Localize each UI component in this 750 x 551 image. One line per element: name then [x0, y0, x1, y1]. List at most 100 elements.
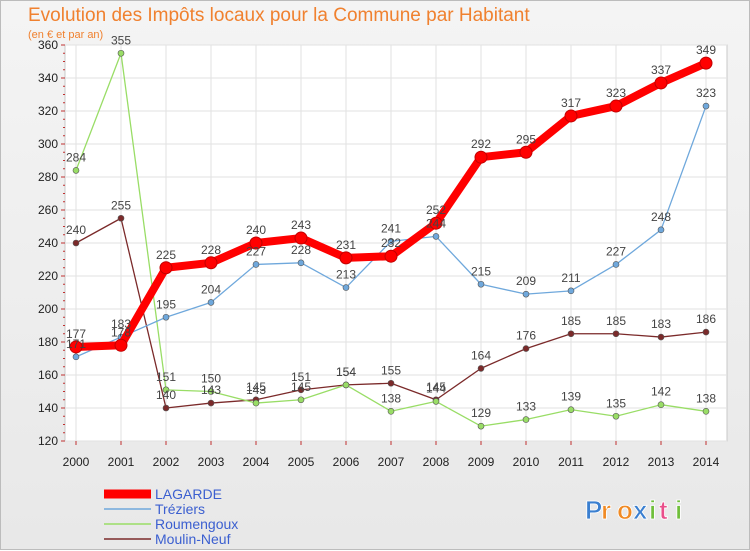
data-label: 213 [336, 268, 356, 282]
data-point [474, 150, 488, 164]
data-label: 155 [381, 363, 401, 377]
data-label: 138 [381, 391, 401, 405]
data-label: 150 [201, 372, 221, 386]
x-tick-label: 2006 [333, 455, 360, 469]
data-point [657, 333, 665, 341]
data-label: 244 [426, 216, 446, 230]
data-label: 171 [66, 337, 86, 351]
data-point [702, 328, 710, 336]
data-label: 145 [291, 380, 311, 394]
data-point [612, 412, 620, 420]
data-label: 133 [516, 400, 536, 414]
data-label: 355 [111, 33, 131, 47]
data-point [657, 401, 665, 409]
y-tick-label: 260 [38, 203, 58, 217]
series-roumengoux [72, 49, 710, 430]
data-point [477, 422, 485, 430]
data-label: 183 [111, 317, 131, 331]
data-point [72, 239, 80, 247]
y-tick-label: 140 [38, 401, 58, 415]
data-label: 151 [156, 370, 176, 384]
data-label: 138 [696, 391, 716, 405]
y-tick-label: 200 [38, 302, 58, 316]
x-tick-label: 2010 [513, 455, 540, 469]
data-label: 151 [291, 370, 311, 384]
data-label: 228 [201, 243, 221, 257]
y-tick-label: 220 [38, 269, 58, 283]
data-point [522, 290, 530, 298]
data-label: 129 [471, 406, 491, 420]
data-label: 204 [201, 282, 221, 296]
proxiti-logo: Pr o x i t i [585, 495, 683, 526]
data-label: 323 [606, 86, 626, 100]
data-point [432, 233, 440, 240]
data-label: 183 [651, 317, 671, 331]
data-label: 209 [516, 274, 536, 288]
data-label: 243 [291, 218, 311, 232]
data-point [522, 416, 530, 423]
data-label: 228 [291, 243, 311, 257]
x-tick-label: 2005 [288, 455, 315, 469]
x-tick-label: 2002 [153, 455, 180, 469]
data-point [117, 214, 125, 222]
data-label: 227 [606, 244, 626, 258]
data-label: 241 [381, 221, 401, 235]
legend-label: Roumengoux [155, 516, 238, 532]
x-tick-label: 2001 [108, 455, 135, 469]
data-point [429, 216, 443, 230]
data-label: 232 [381, 236, 401, 250]
data-point [207, 388, 215, 395]
chart-subtitle: (en € et par an) [28, 29, 104, 41]
data-point [342, 284, 350, 291]
data-point [522, 345, 530, 352]
data-label: 240 [66, 223, 86, 237]
x-tick-label: 2000 [63, 455, 90, 469]
data-label: 145 [426, 380, 446, 394]
x-tick-label: 2014 [693, 455, 720, 469]
data-label: 195 [156, 297, 176, 311]
data-point [657, 226, 665, 234]
data-point [432, 398, 440, 405]
y-tick-label: 120 [38, 434, 58, 448]
data-point [654, 76, 668, 90]
data-label: 135 [606, 396, 626, 410]
data-point [252, 399, 260, 407]
data-point [159, 261, 173, 275]
y-tick-label: 180 [38, 335, 58, 349]
data-label: 215 [471, 264, 491, 278]
data-label: 337 [651, 63, 671, 77]
data-point [207, 399, 215, 407]
data-point [699, 56, 713, 70]
data-label: 185 [606, 314, 626, 328]
svg-text:P: P [585, 495, 602, 525]
data-point [69, 340, 83, 354]
data-point [72, 167, 80, 174]
data-point [342, 381, 350, 389]
data-label: 185 [561, 314, 581, 328]
data-point [477, 280, 485, 288]
data-label: 349 [696, 43, 716, 57]
data-label: 186 [696, 312, 716, 326]
data-point [702, 407, 710, 415]
data-label: 154 [336, 365, 356, 379]
data-point [162, 313, 170, 321]
data-point [114, 338, 128, 352]
data-point [519, 145, 533, 159]
data-point [567, 406, 575, 413]
data-point [612, 261, 620, 268]
x-tick-label: 2012 [603, 455, 630, 469]
y-tick-label: 160 [38, 368, 58, 382]
data-label: 164 [471, 348, 491, 362]
data-label: 240 [246, 223, 266, 237]
series-tr-ziers [72, 102, 710, 361]
legend-label: LAGARDE [155, 486, 222, 502]
data-point [297, 259, 305, 267]
data-point [204, 256, 218, 270]
legend-label: Moulin-Neuf [155, 531, 231, 547]
data-label: 140 [156, 388, 176, 402]
data-label: 142 [651, 385, 671, 399]
data-point [612, 330, 620, 338]
data-label: 227 [246, 244, 266, 258]
